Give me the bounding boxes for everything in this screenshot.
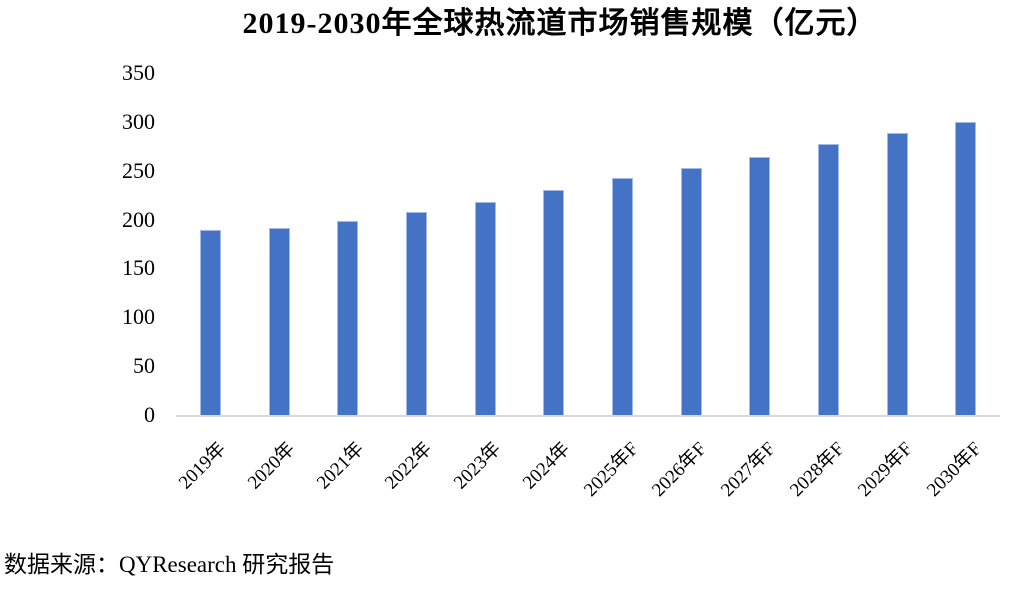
x-tick-label: 2019年	[175, 438, 231, 494]
y-tick-label: 50	[133, 353, 155, 379]
x-tick-label: 2021年	[312, 438, 368, 494]
x-tick-label: 2028年F	[785, 438, 849, 501]
x-slot: 2019年	[175, 417, 245, 527]
x-tick-label: 2020年	[243, 438, 300, 494]
x-axis: 2019年 2020年 2021年 2022年 2023年 2024年 2025年F 2026…	[175, 417, 1000, 527]
x-tick-label: 2024年	[518, 438, 574, 494]
bar-slot	[451, 73, 520, 415]
bar-slot	[863, 73, 932, 415]
bar-slot	[588, 73, 657, 415]
bar-2019年	[199, 230, 221, 415]
bar-2027年F	[749, 157, 771, 415]
bar-slot	[245, 73, 314, 415]
x-tick-label: 2027年F	[717, 438, 780, 501]
y-tick-label: 250	[122, 157, 155, 183]
bar-2026年F	[680, 167, 702, 415]
bar-slot	[382, 73, 451, 415]
bar-2023年	[474, 202, 496, 415]
source-note: 数据来源：QYResearch 研究报告	[4, 552, 335, 577]
x-slot: 2027年F	[717, 417, 794, 527]
bar-2025年F	[611, 177, 633, 415]
bar-2024年	[543, 190, 565, 415]
bar-slot	[519, 73, 588, 415]
bar-2030年F	[955, 121, 977, 415]
bar-slot	[657, 73, 726, 415]
y-tick-label: 0	[144, 402, 155, 427]
x-tick-label: 2030年F	[923, 438, 986, 501]
bar-slot	[725, 73, 794, 415]
bar-slot	[176, 73, 245, 415]
bar-slot	[931, 73, 1000, 415]
x-slot: 2024年	[519, 417, 588, 527]
y-tick-label: 150	[122, 255, 155, 281]
y-tick-label: 350	[122, 60, 155, 85]
bar-2021年	[337, 220, 359, 415]
x-slot: 2028年F	[786, 417, 863, 527]
bar-2029年F	[886, 132, 908, 415]
x-tick-label: 2029年F	[854, 438, 918, 501]
x-slot: 2030年F	[923, 417, 1000, 527]
x-tick-label: 2025年F	[579, 438, 643, 501]
bar-2020年	[268, 228, 290, 415]
x-slot: 2029年F	[855, 417, 932, 527]
x-tick-label: 2022年	[381, 438, 437, 494]
x-slot: 2022年	[381, 417, 451, 527]
y-tick-label: 100	[122, 304, 155, 330]
x-slot: 2025年F	[580, 417, 657, 527]
y-tick-label: 300	[122, 108, 155, 134]
bar-slot	[313, 73, 382, 415]
plot-area	[176, 73, 1000, 417]
y-tick-label: 200	[122, 206, 155, 232]
x-slot: 2021年	[313, 417, 382, 527]
y-axis: 0 50 100 150 200 250 300 350	[0, 0, 155, 520]
x-slot: 2020年	[243, 417, 314, 527]
x-slot: 2023年	[450, 417, 520, 527]
bar-2028年F	[817, 144, 839, 415]
bar-slot	[794, 73, 863, 415]
chart-title: 2019-2030年全球热流道市场销售规模（亿元）	[242, 7, 878, 40]
x-slot: 2026年F	[649, 417, 726, 527]
bar-2022年	[405, 211, 427, 415]
x-tick-label: 2026年F	[648, 438, 712, 501]
x-tick-label: 2023年	[450, 438, 506, 494]
